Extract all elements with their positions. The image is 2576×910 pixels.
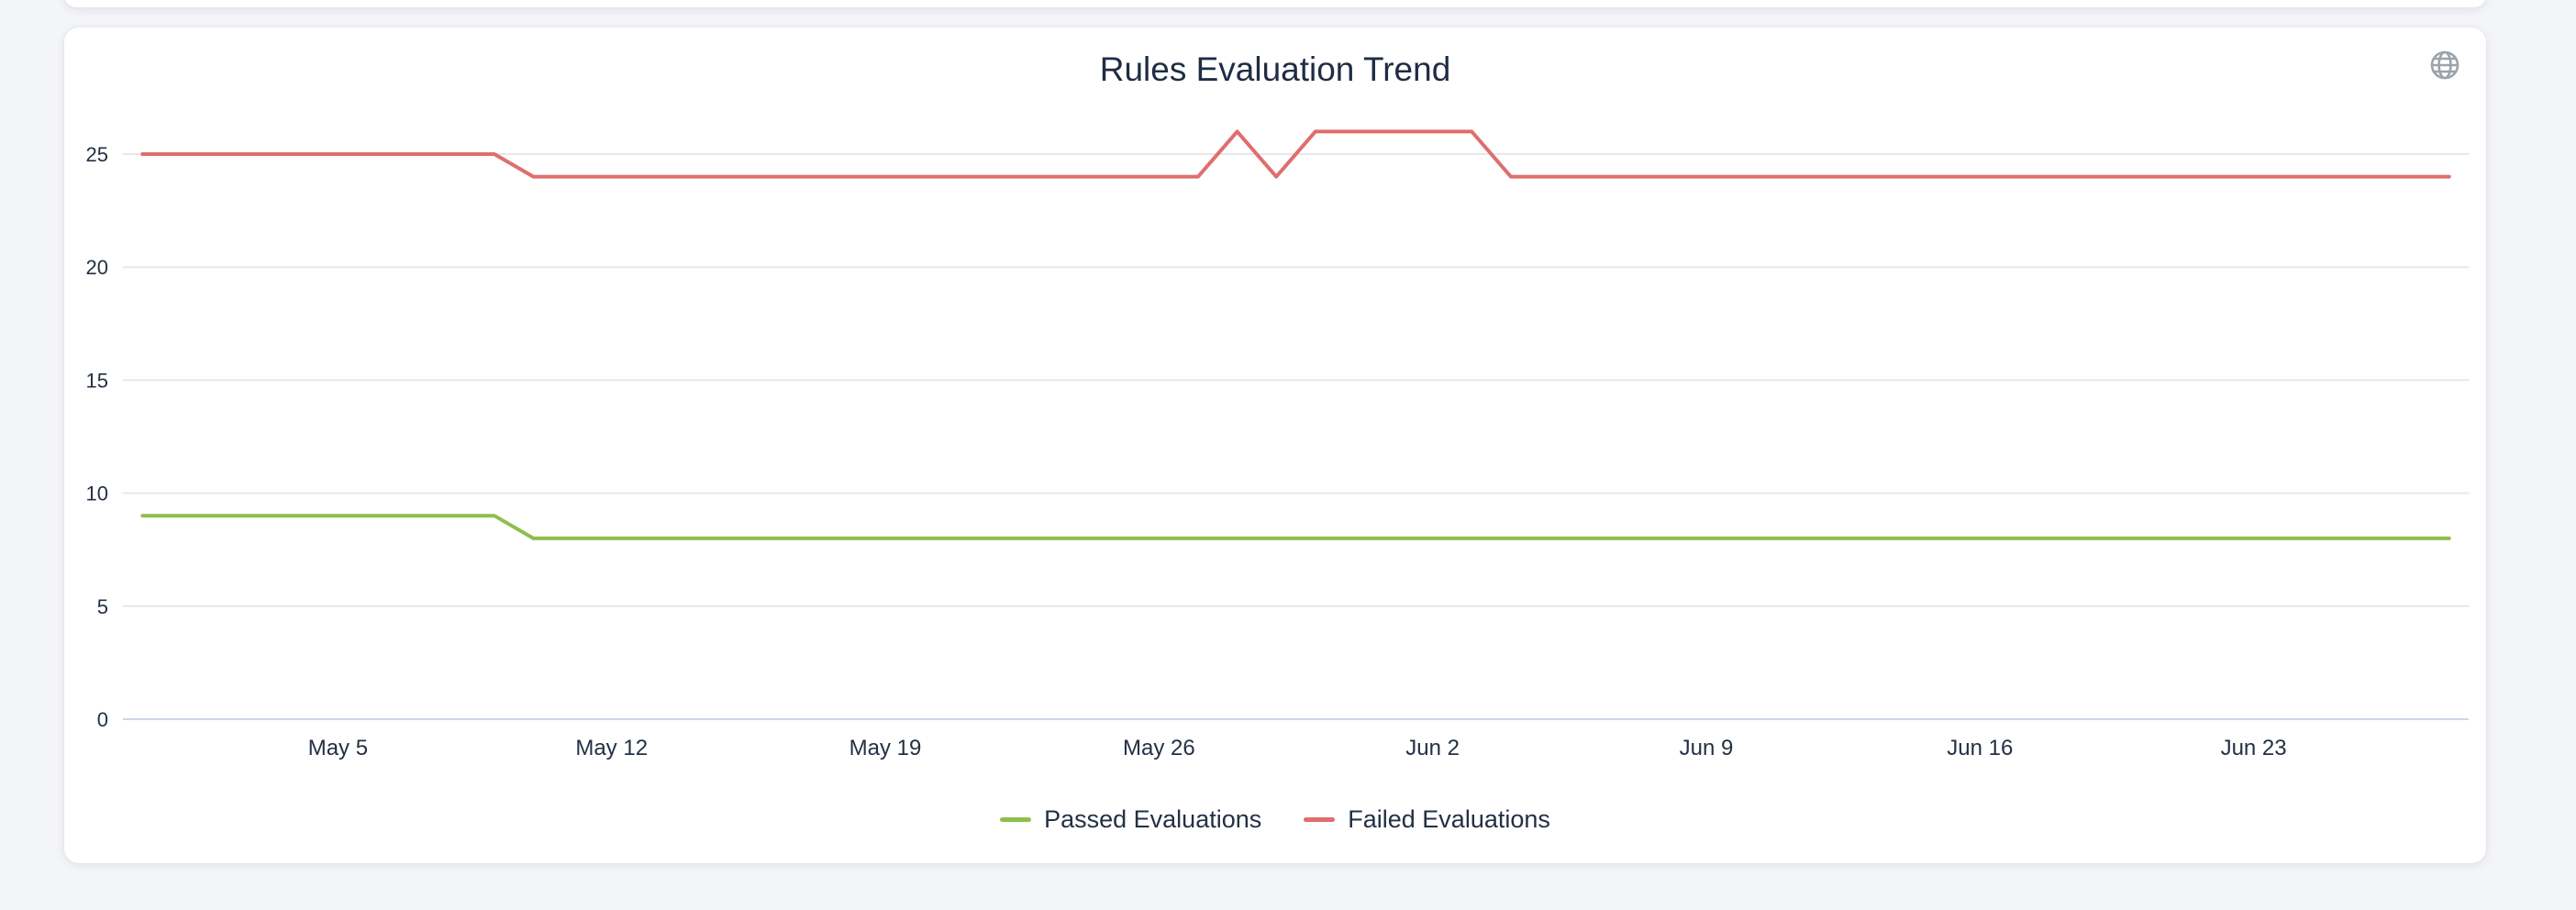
- y-axis-label: 10: [86, 483, 108, 505]
- passed-series-marker: [1000, 817, 1032, 822]
- x-axis-label: Jun 16: [1947, 736, 2013, 760]
- chart-title: Rules Evaluation Trend: [1099, 50, 1451, 88]
- failed-series-marker: [1304, 817, 1336, 822]
- x-axis-label: Jun 2: [1405, 736, 1460, 760]
- x-axis-label: May 26: [1123, 736, 1195, 760]
- y-axis-label: 15: [86, 369, 108, 392]
- globe-icon[interactable]: [2427, 48, 2462, 83]
- x-axis-label: May 5: [308, 736, 368, 760]
- chart-card: Rules Evaluation Trend 0 5 10 15 20 25 May 5 Ma…: [64, 28, 2486, 863]
- legend-item-passed[interactable]: Passed Evaluations: [1000, 805, 1261, 834]
- failed-series-label: Failed Evaluations: [1348, 805, 1550, 833]
- chart-legend: Passed Evaluations Failed Evaluations: [64, 805, 2486, 834]
- x-axis-label: May 12: [575, 736, 648, 760]
- trend-chart: 0 5 10 15 20 25 May 5 May 12 May 19 May 26 Jun 2 Ju…: [86, 129, 2469, 760]
- series-line-passed: [140, 514, 2451, 540]
- previous-card-edge: [64, 0, 2486, 7]
- legend-item-failed[interactable]: Failed Evaluations: [1304, 805, 1550, 834]
- passed-series-label: Passed Evaluations: [1044, 805, 1262, 833]
- x-axis-label: Jun 9: [1680, 736, 1734, 760]
- x-axis-label: May 19: [849, 736, 922, 760]
- y-axis-label: 0: [97, 708, 108, 731]
- x-axis-label: Jun 23: [2221, 736, 2287, 760]
- y-axis-label: 5: [97, 595, 108, 618]
- y-axis-label: 20: [86, 256, 108, 279]
- y-axis-label: 25: [86, 143, 108, 166]
- series-line-failed: [140, 129, 2451, 179]
- globe-icon-glyph: [2430, 50, 2459, 80]
